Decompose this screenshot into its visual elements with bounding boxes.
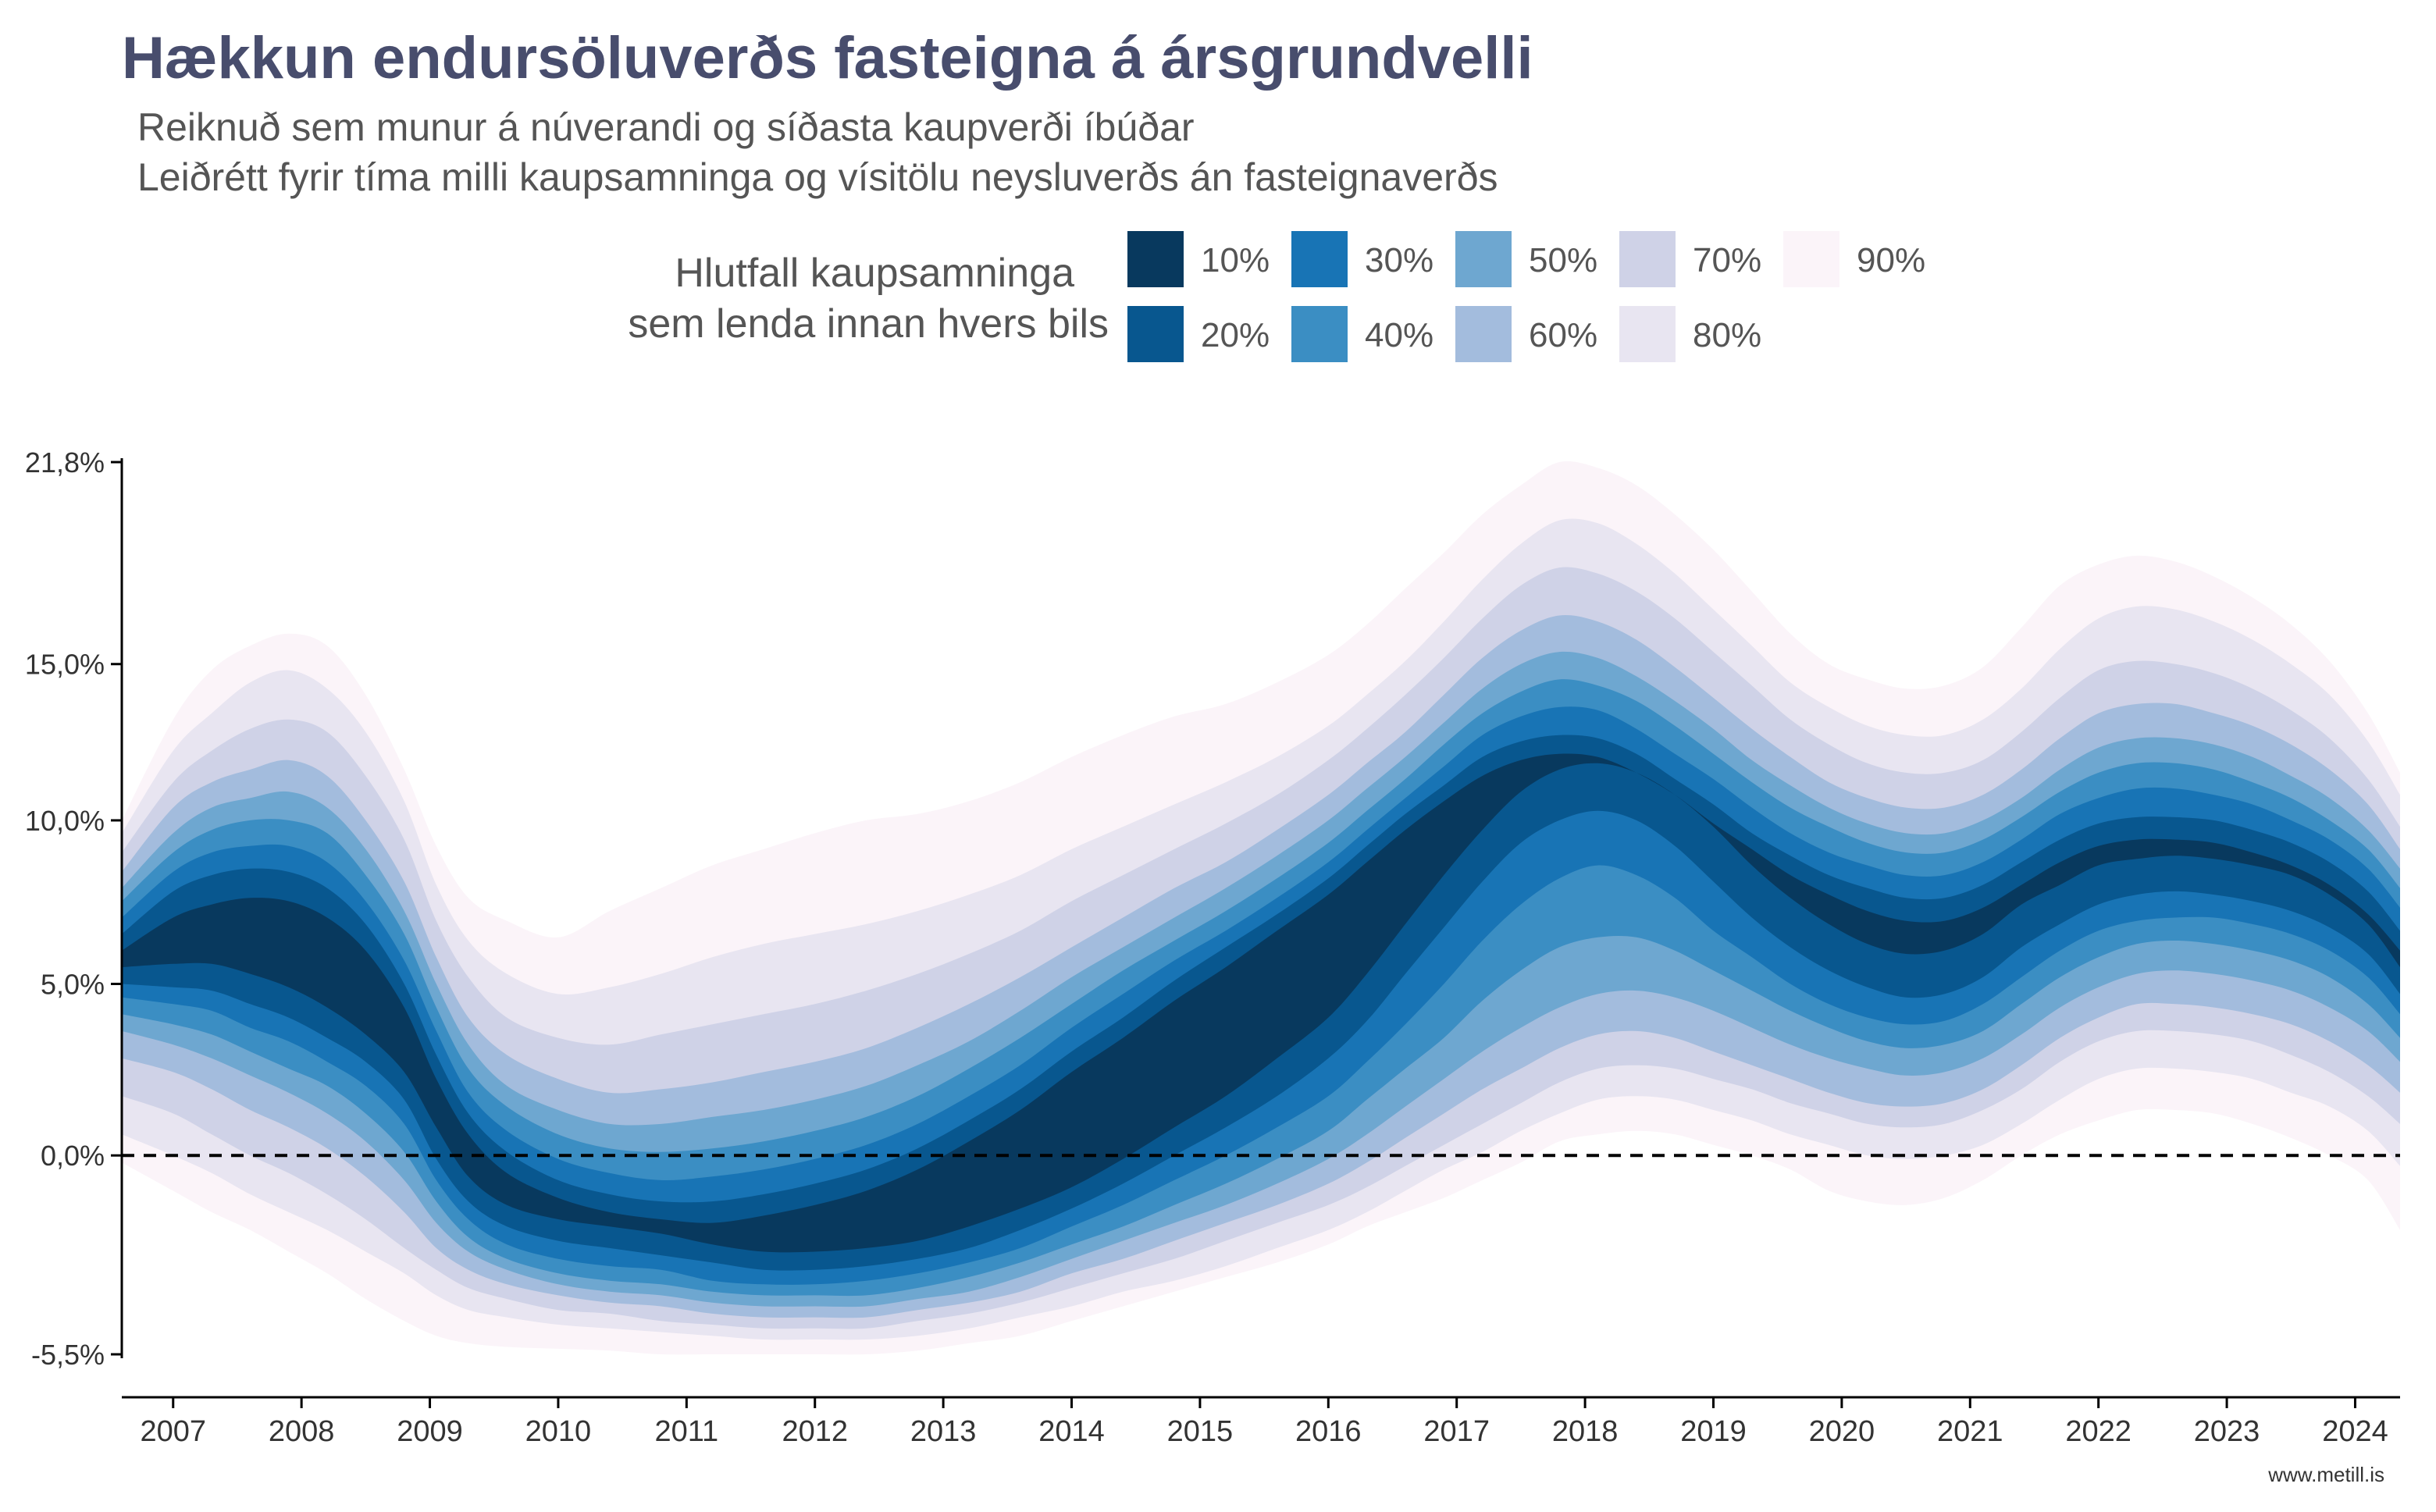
x-tick-label: 2021 [1937,1415,2003,1448]
x-tick-label: 2020 [1809,1415,1875,1448]
x-tick-label: 2011 [654,1415,718,1448]
x-tick-label: 2014 [1038,1415,1105,1448]
x-tick-label: 2009 [397,1415,463,1448]
y-tick-label: 5,0% [41,968,105,1000]
x-tick-label: 2017 [1423,1415,1490,1448]
chart-title: Hækkun endursöluverðs fasteigna á ársgru… [122,25,1533,91]
legend-swatch [1783,231,1839,287]
legend-label: 50% [1529,241,1597,279]
legend-swatch [1127,231,1184,287]
legend-swatch [1455,306,1512,362]
legend: Hlutfall kaupsamninga sem lenda innan hv… [628,231,1925,362]
source-caption: www.metill.is [2267,1463,2384,1486]
legend-label: 80% [1693,316,1761,354]
y-tick-label: 15,0% [25,649,105,681]
y-tick-label: 10,0% [25,805,105,837]
legend-swatch [1291,306,1348,362]
y-tick-label: 21,8% [25,446,105,479]
y-ticks: 21,8% 15,0% 10,0% 5,0% 0,0% -5,5% [25,446,122,1371]
y-tick-label: 0,0% [41,1140,105,1172]
x-tick-label: 2024 [2322,1415,2388,1448]
x-tick-label: 2016 [1295,1415,1362,1448]
legend-label: 10% [1201,241,1270,279]
legend-label: 30% [1365,241,1433,279]
x-ticks: 2007 2008 2009 2010 2011 2012 2013 2014 2015 2016… [140,1397,2388,1448]
chart-subtitle-line-1: Reiknuð sem munur á núverandi og síðasta… [137,105,1195,149]
x-tick-label: 2007 [140,1415,206,1448]
x-tick-label: 2023 [2194,1415,2260,1448]
x-tick-label: 2012 [782,1415,848,1448]
legend-swatch [1127,306,1184,362]
legend-swatch [1291,231,1348,287]
x-tick-label: 2019 [1680,1415,1747,1448]
x-tick-label: 2018 [1552,1415,1619,1448]
chart-subtitle-line-2: Leiðrétt fyrir tíma milli kaupsamninga o… [137,155,1498,199]
plot-area: 21,8%15,0%10,0%5,0%0,0%-5,5% 2007 2008 200… [25,446,2400,1448]
band-10pct [122,753,2400,1253]
legend-label: 20% [1201,316,1270,354]
y-tick-label: -5,5% [31,1339,105,1371]
legend-swatch [1619,231,1676,287]
legend-label: 90% [1857,241,1925,279]
legend-entries: 10% 20% 30% 40% 50% 60% 70% 80% 90% [1127,231,1925,362]
legend-title-line-1: Hlutfall kaupsamninga [675,251,1074,296]
x-tick-label: 2022 [2065,1415,2132,1448]
x-tick-label: 2013 [910,1415,977,1448]
legend-swatch [1455,231,1512,287]
x-tick-label: 2015 [1167,1415,1234,1448]
legend-label: 40% [1365,316,1433,354]
x-tick-label: 2008 [269,1415,335,1448]
legend-title-line-2: sem lenda innan hvers bils [628,301,1109,347]
legend-label: 60% [1529,316,1597,354]
x-tick-label: 2010 [525,1415,592,1448]
legend-swatch [1619,306,1676,362]
bands [122,461,2400,1355]
legend-label: 70% [1693,241,1761,279]
